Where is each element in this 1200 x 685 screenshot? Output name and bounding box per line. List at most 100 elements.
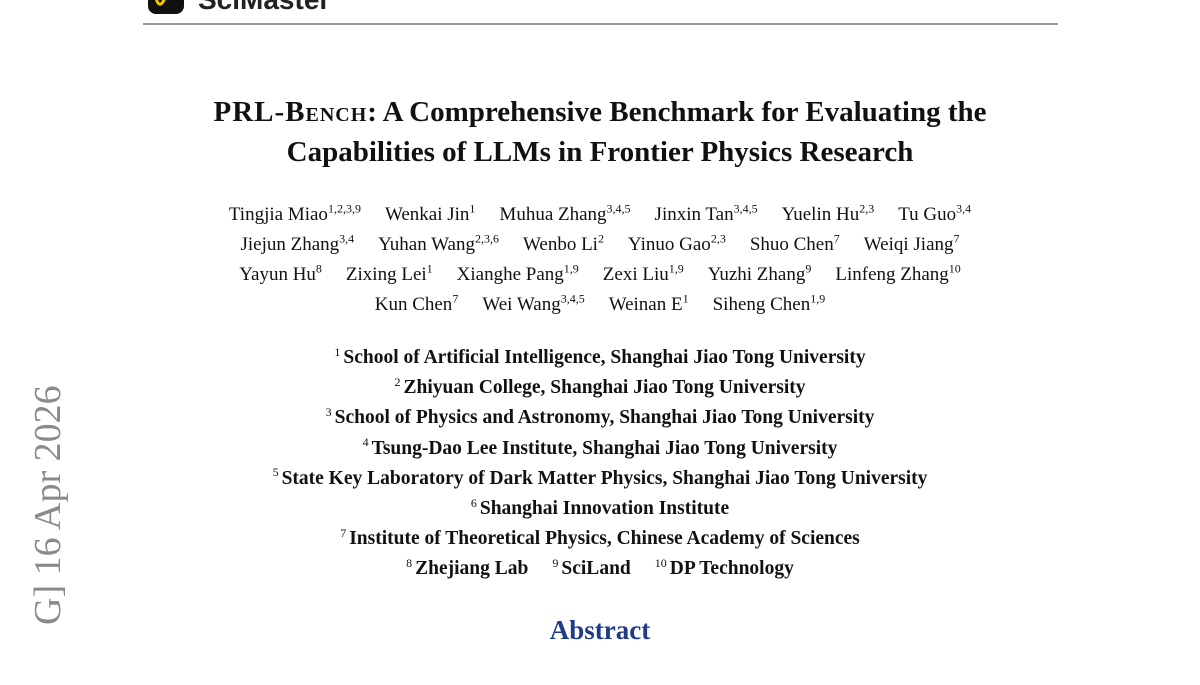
author-line: Kun Chen7 Wei Wang3,4,5 Weinan E1 Siheng Ch…	[100, 290, 1100, 320]
author-name: Linfeng Zhang	[835, 264, 949, 285]
affiliation-line: 2 Zhiyuan College, Shanghai Jiao Tong Uni…	[100, 373, 1100, 403]
affiliation-list: 1 School of Artificial Intelligence, Shan…	[100, 343, 1100, 585]
author-name: Weiqi Jiang	[863, 234, 954, 255]
author-name: Wenbo Li	[522, 234, 598, 255]
author: Muhua Zhang3,4,5	[499, 201, 631, 225]
affiliation-line: 8 Zhejiang Lab 9 SciLand 10 DP Technology	[100, 554, 1100, 584]
title-benchmark-name: PRL-Bench	[213, 96, 368, 128]
author: Weiqi Jiang7	[863, 231, 960, 255]
author-affiliation-marks: 1,9	[810, 291, 826, 306]
paper-title: PRL-Bench: A Comprehensive Benchmark for…	[100, 92, 1100, 172]
affiliation: 3 School of Physics and Astronomy, Shangh…	[325, 404, 875, 429]
author-name: Shuo Chen	[749, 234, 834, 255]
author: Tu Guo3,4	[898, 201, 972, 225]
author-affiliation-marks: 1	[469, 201, 476, 216]
author-name: Siheng Chen	[712, 294, 811, 315]
affiliation-line: 4 Tsung-Dao Lee Institute, Shanghai Jiao …	[100, 434, 1100, 464]
author-affiliation-marks: 1	[426, 261, 433, 276]
author-name: Xianghe Pang	[456, 264, 564, 285]
title-line2: Capabilities of LLMs in Frontier Physics…	[286, 136, 914, 168]
affiliation-name: Institute of Theoretical Physics, Chines…	[349, 528, 860, 550]
author-name: Wenkai Jin	[384, 204, 470, 225]
author: Weinan E1	[608, 291, 689, 315]
author: Yayun Hu8	[239, 261, 322, 285]
affiliation-number: 6	[470, 495, 477, 510]
author: Yinuo Gao2,3	[627, 231, 726, 255]
affiliation-number: 1	[334, 344, 341, 359]
affiliation-name: Tsung-Dao Lee Institute, Shanghai Jiao T…	[371, 437, 838, 459]
author: Yuzhi Zhang9	[707, 261, 812, 285]
affiliation-line: 5 State Key Laboratory of Dark Matter Phy…	[100, 464, 1100, 494]
affiliation-number: 9	[552, 555, 559, 570]
affiliation: 8 Zhejiang Lab	[406, 555, 529, 580]
author: Wenkai Jin1	[384, 201, 476, 225]
affiliation: 5 State Key Laboratory of Dark Matter Phy…	[272, 465, 928, 489]
logo-text: SciMaster	[198, 0, 330, 14]
author: Linfeng Zhang10	[835, 261, 961, 285]
author-name: Yuelin Hu	[781, 204, 860, 225]
author: Wei Wang3,4,5	[482, 291, 585, 315]
author-affiliation-marks: 10	[948, 261, 961, 276]
author-list: Tingjia Miao1,2,3,9 Wenkai Jin1 Muhua Zhan…	[100, 200, 1100, 320]
author-affiliation-marks: 8	[315, 261, 322, 276]
author: Wenbo Li2	[522, 231, 604, 255]
author-name: Yuhan Wang	[378, 234, 475, 255]
author-affiliation-marks: 1,9	[668, 261, 684, 276]
author-affiliation-marks: 2	[597, 231, 604, 246]
author-affiliation-marks: 9	[805, 261, 812, 276]
author-name: Muhua Zhang	[499, 204, 607, 225]
author-affiliation-marks: 3,4,5	[560, 291, 585, 306]
author-affiliation-marks: 3,4,5	[606, 201, 631, 216]
author-affiliation-marks: 1	[682, 291, 689, 306]
affiliation-name: School of Physics and Astronomy, Shangha…	[334, 407, 875, 429]
author-name: Yayun Hu	[239, 264, 316, 285]
affiliation-number: 2	[394, 374, 401, 389]
author-affiliation-marks: 7	[452, 291, 459, 306]
affiliation: 9 SciLand	[552, 555, 631, 580]
author-name: Yuzhi Zhang	[707, 264, 806, 285]
affiliation-number: 10	[654, 555, 667, 570]
affiliation-name: Zhejiang Lab	[415, 558, 529, 580]
author-affiliation-marks: 2,3	[859, 201, 875, 216]
author: Jinxin Tan3,4,5	[654, 201, 758, 225]
affiliation-name: School of Artificial Intelligence, Shang…	[343, 347, 866, 368]
author-name: Jiejun Zhang	[240, 234, 340, 255]
affiliation-number: 7	[340, 525, 347, 540]
affiliation-line: 6 Shanghai Innovation Institute	[100, 494, 1100, 524]
author: Jiejun Zhang3,4	[240, 233, 354, 255]
affiliation: 1 School of Artificial Intelligence, Shan…	[334, 344, 866, 369]
author-affiliation-marks: 1,9	[563, 261, 579, 276]
author: Shuo Chen7	[749, 231, 840, 255]
author-affiliation-marks: 1,2,3,9	[327, 201, 361, 216]
author: Yuhan Wang2,3,6	[378, 231, 499, 255]
arxiv-stamp: G] 16 Apr 2026	[27, 385, 69, 625]
affiliation-name: Shanghai Innovation Institute	[479, 498, 730, 520]
author-name: Zixing Lei	[345, 264, 427, 285]
affiliation: 2 Zhiyuan College, Shanghai Jiao Tong Uni…	[394, 374, 805, 399]
author: Kun Chen7	[374, 291, 459, 315]
author-affiliation-marks: 3,4	[956, 201, 972, 216]
author-affiliation-marks: 2,3,6	[474, 231, 499, 246]
author-affiliation-marks: 2,3	[710, 231, 726, 246]
author: Zixing Lei1	[345, 261, 433, 285]
author: Siheng Chen1,9	[712, 291, 826, 315]
affiliation-number: 3	[325, 404, 332, 419]
affiliation-number: 8	[406, 555, 413, 570]
author-name: Weinan E	[608, 294, 683, 315]
affiliation-name: State Key Laboratory of Dark Matter Phys…	[281, 467, 928, 489]
author-affiliation-marks: 7	[833, 231, 840, 246]
author-name: Kun Chen	[374, 294, 453, 315]
affiliation-line: 3 School of Physics and Astronomy, Shangh…	[100, 403, 1100, 433]
affiliation: 4 Tsung-Dao Lee Institute, Shanghai Jiao …	[363, 436, 838, 459]
logo-mark-icon	[148, 0, 184, 14]
author: Xianghe Pang1,9	[456, 261, 579, 285]
author-line: Yayun Hu8 Zixing Lei1 Xianghe Pang1,9 Zexi …	[100, 260, 1100, 290]
author-name: Tingjia Miao	[228, 204, 328, 225]
author-affiliation-marks: 3,4,5	[733, 201, 758, 216]
affiliation-name: SciLand	[561, 558, 631, 580]
author-affiliation-marks: 7	[953, 231, 960, 246]
author-name: Jinxin Tan	[654, 204, 734, 225]
affiliation-number: 5	[272, 465, 279, 480]
author-name: Yinuo Gao	[627, 234, 711, 255]
author-name: Tu Guo	[898, 204, 957, 225]
